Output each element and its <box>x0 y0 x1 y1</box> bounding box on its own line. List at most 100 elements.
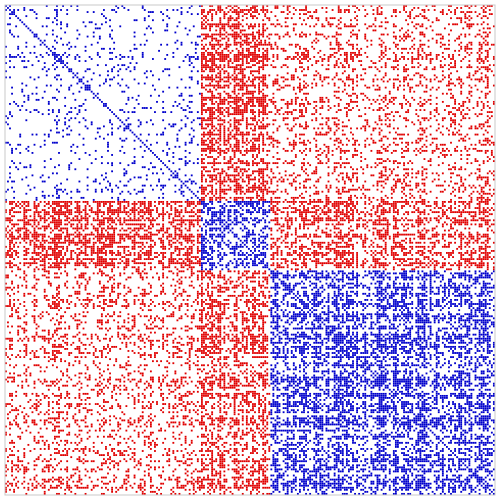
heatmap-cell <box>123 7 126 9</box>
heatmap-cell <box>319 100 322 103</box>
heatmap-cell <box>45 213 48 216</box>
heatmap-cell <box>56 235 58 238</box>
heatmap-cell <box>7 225 9 228</box>
heatmap-cell <box>78 262 81 265</box>
heatmap-cell <box>60 468 62 471</box>
heatmap-cell <box>252 80 254 83</box>
heatmap-cell <box>58 276 60 279</box>
heatmap-cell <box>96 450 99 452</box>
heatmap-cell <box>100 350 103 352</box>
heatmap-cell <box>47 103 50 105</box>
heatmap-cell <box>345 25 348 28</box>
heatmap-cell <box>54 76 56 79</box>
heatmap-cell <box>9 111 11 114</box>
heatmap-cell <box>78 397 81 399</box>
heatmap-cell <box>480 90 483 93</box>
heatmap-cell <box>41 113 44 116</box>
heatmap-cell <box>466 96 469 99</box>
heatmap-cell <box>37 215 40 218</box>
heatmap-cell <box>82 458 85 461</box>
heatmap-cell <box>49 307 52 310</box>
heatmap-cell <box>468 100 471 103</box>
heatmap-cell <box>72 233 75 236</box>
heatmap-cell <box>11 219 13 222</box>
heatmap-cell <box>51 250 54 252</box>
heatmap-cell <box>5 288 7 291</box>
heatmap-cell <box>394 78 397 81</box>
heatmap-cell <box>47 413 50 416</box>
heatmap-cell <box>223 47 226 50</box>
heatmap-cell <box>98 427 101 430</box>
heatmap-cell <box>74 335 77 338</box>
heatmap-cell <box>435 17 438 20</box>
heatmap-cell <box>478 47 481 50</box>
heatmap-cell <box>392 60 395 62</box>
heatmap-cell <box>109 35 111 38</box>
heatmap-cell <box>47 466 50 469</box>
heatmap-cell <box>74 264 77 267</box>
heatmap-cell <box>56 435 58 438</box>
heatmap-cell <box>380 54 383 56</box>
heatmap-cell <box>254 90 256 93</box>
heatmap-cell <box>399 58 401 60</box>
heatmap-cell <box>162 107 165 109</box>
heatmap-cell <box>380 39 383 42</box>
heatmap-cell <box>296 76 299 79</box>
heatmap-cell <box>25 192 28 195</box>
heatmap-cell <box>96 235 99 238</box>
heatmap-cell <box>397 43 399 46</box>
heatmap-cell <box>100 201 103 203</box>
heatmap-cell <box>227 43 230 46</box>
heatmap-cell <box>192 66 195 69</box>
heatmap-cell <box>11 474 13 477</box>
heatmap-cell <box>105 203 107 205</box>
heatmap-cell <box>100 227 103 230</box>
heatmap-cell <box>96 51 99 54</box>
heatmap-cell <box>27 145 30 148</box>
heatmap-cell <box>98 84 101 87</box>
heatmap-cell <box>364 23 367 26</box>
heatmap-cell <box>448 68 450 71</box>
heatmap-cell <box>201 68 203 71</box>
heatmap-cell <box>299 35 301 38</box>
heatmap-cell <box>252 37 254 40</box>
heatmap-cell <box>448 76 450 79</box>
heatmap-cell <box>241 88 244 91</box>
heatmap-cell <box>98 211 101 214</box>
heatmap-cell <box>29 399 32 401</box>
heatmap-cell <box>9 256 11 258</box>
heatmap-cell <box>221 78 224 81</box>
heatmap-cell <box>370 103 373 105</box>
heatmap-cell <box>478 29 481 32</box>
heatmap-cell <box>470 47 473 50</box>
heatmap-cell <box>39 211 42 214</box>
heatmap-cell <box>96 237 99 240</box>
heatmap-cell <box>9 254 11 256</box>
heatmap-cell <box>113 47 116 50</box>
heatmap-cell <box>96 335 99 338</box>
heatmap-cell <box>407 33 410 36</box>
heatmap-cell <box>47 401 50 403</box>
heatmap-cell <box>245 9 248 11</box>
heatmap-cell <box>51 221 54 224</box>
heatmap-cell <box>25 345 28 348</box>
heatmap-cell <box>313 74 316 77</box>
heatmap-cell <box>39 264 42 267</box>
heatmap-cell <box>58 54 60 56</box>
heatmap-cell <box>41 482 44 485</box>
heatmap-cell <box>315 41 318 44</box>
heatmap-cell <box>107 70 109 73</box>
heatmap-cell <box>15 394 18 397</box>
heatmap-cell <box>35 235 38 238</box>
heatmap-cell <box>143 33 146 36</box>
heatmap-cell <box>339 21 342 24</box>
heatmap-cell <box>25 352 28 354</box>
heatmap-cell <box>262 78 265 81</box>
heatmap-cell <box>51 401 54 403</box>
heatmap-cell <box>486 49 489 52</box>
heatmap-cell <box>11 223 13 226</box>
heatmap-cell <box>84 286 87 289</box>
heatmap-cell <box>262 54 265 56</box>
heatmap-cell <box>31 31 34 34</box>
heatmap-cell <box>86 486 89 489</box>
